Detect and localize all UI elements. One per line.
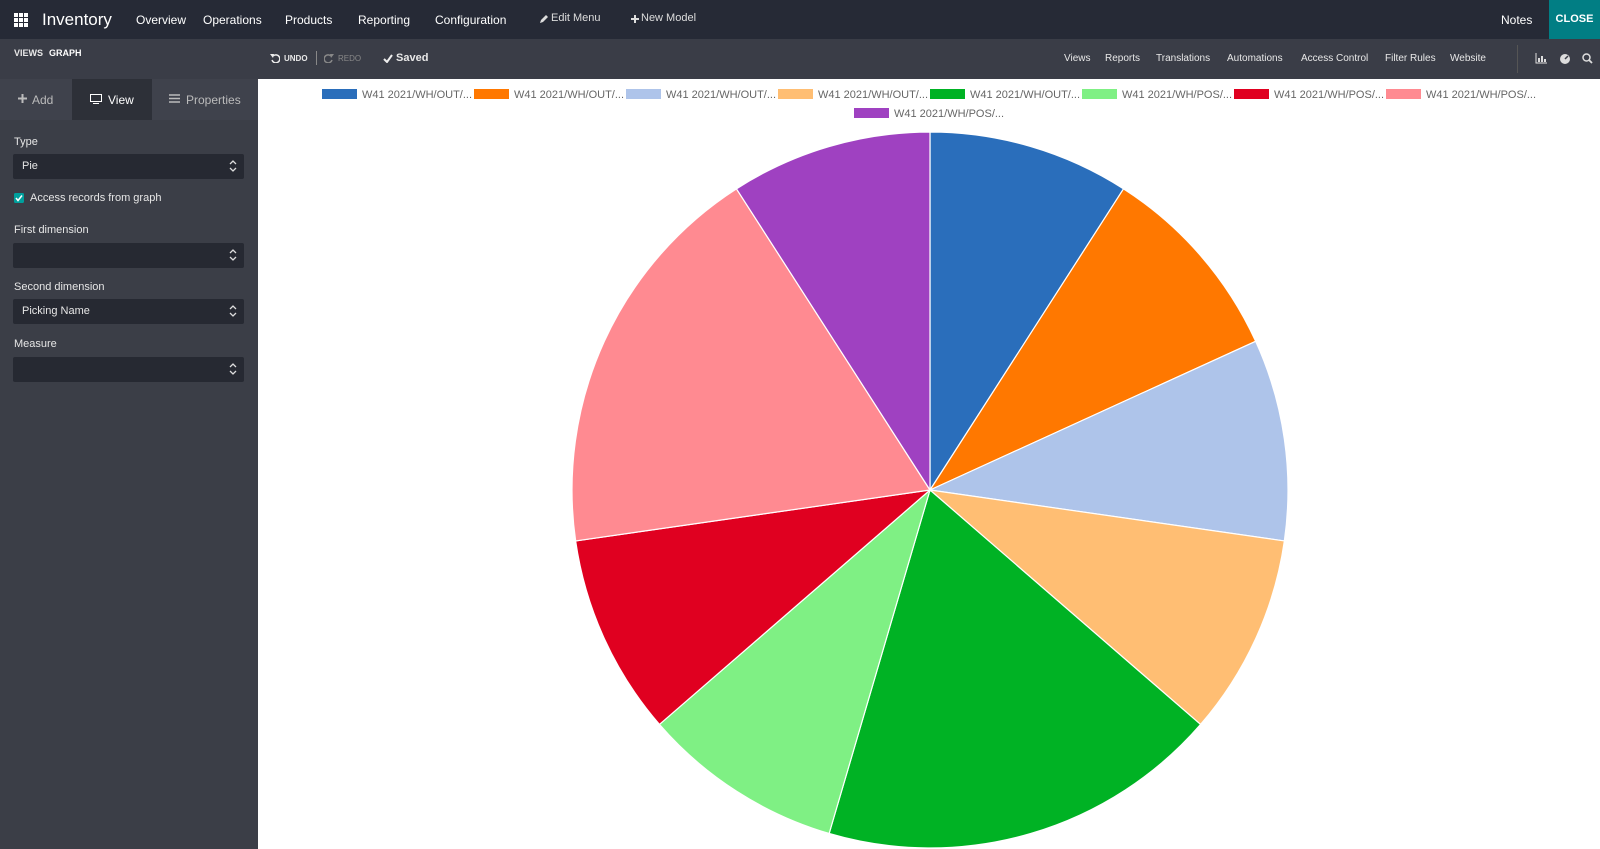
tab-label: Properties [186,93,241,107]
toolbar-link[interactable]: Website [1450,53,1486,64]
toolbar-link[interactable]: Translations [1156,53,1211,64]
pie-slice [929,131,1125,493]
chart: W41 2021/WH/OUT/... W41 2021/WH/OUT/... W4… [322,89,1536,849]
toolbar-link[interactable]: Filter Rules [1385,53,1436,64]
plus-icon [18,94,27,103]
redo-icon [324,54,334,63]
plus-icon [631,15,639,23]
tab-active[interactable]: View [72,79,152,120]
search-icon[interactable] [1582,53,1593,64]
type-select[interactable]: Pie [13,154,244,179]
select-value: Pie [22,160,38,172]
new-model[interactable]: New Model [641,12,697,24]
list-icon [169,94,180,103]
first-dimension-select[interactable] [13,243,244,268]
legend-label: W41 2021/WH/OUT/... [666,89,776,101]
measure-select[interactable] [13,357,244,382]
pie-slice [574,489,932,726]
field-label: Second dimension [14,281,105,293]
legend-label: W41 2021/WH/OUT/... [514,89,624,101]
checkbox-label: Access records from graph [30,192,162,204]
legend-swatch [778,89,813,99]
redo[interactable]: REDO [338,54,362,63]
legend-label: W41 2021/WH/OUT/... [970,89,1080,101]
pie-slice [735,131,931,493]
legend-swatch [930,89,965,99]
monitor-icon [90,94,102,104]
pencil-icon [540,15,548,23]
apps-icon[interactable] [14,13,28,27]
menu-item[interactable]: Operations [203,13,262,27]
caret-icon [229,305,237,317]
pie-slice [571,188,932,542]
toolbar-link[interactable]: Views [1064,53,1091,64]
undo[interactable]: UNDO [284,54,308,63]
close-button[interactable]: CLOSE [1549,0,1600,39]
tab[interactable]: Add [0,79,72,120]
caret-icon [229,363,237,375]
legend-label: W41 2021/WH/OUT/... [818,89,928,101]
check-icon [383,54,393,63]
caret-icon [229,160,237,172]
menu-item[interactable]: Products [285,13,333,27]
field-label: Type [14,136,38,148]
field-label: First dimension [14,224,89,236]
separator [316,51,317,65]
legend-swatch [1082,89,1117,99]
separator [1517,45,1518,73]
legend-swatch [322,89,357,99]
legend-label: W41 2021/WH/POS/... [1426,89,1536,101]
toolbar: VIEWS GRAPH UNDO REDO Saved Views Report… [0,39,1600,79]
legend-swatch [1386,89,1421,99]
saved-status: Saved [396,52,429,64]
edit-menu[interactable]: Edit Menu [551,12,601,24]
pie-slice [828,488,1202,849]
legend-swatch [474,89,509,99]
select-value: Picking Name [22,305,90,317]
breadcrumb[interactable]: VIEWS [14,48,44,58]
menu-item[interactable]: Configuration [435,13,507,27]
tab-label: Add [32,93,54,107]
app-name[interactable]: Inventory [42,10,112,29]
legend-label: W41 2021/WH/POS/... [1122,89,1232,101]
graph-icon[interactable] [1535,53,1547,64]
legend-swatch [854,108,889,118]
notes[interactable]: Notes [1501,13,1533,27]
pie-slice [928,188,1257,492]
legend-swatch [1234,89,1269,99]
tab[interactable]: Properties [152,79,258,120]
legend-label: W41 2021/WH/POS/... [894,108,1004,120]
pie-slice [927,340,1289,542]
toolbar-link[interactable]: Access Control [1301,53,1369,64]
pie-slice [658,488,932,835]
legend-swatch [626,89,661,99]
toolbar-link[interactable]: Automations [1227,53,1283,64]
checkbox[interactable] [14,193,24,203]
second-dimension-select[interactable]: Picking Name [13,299,244,324]
breadcrumb-current: GRAPH [49,48,82,58]
undo-icon [270,54,280,63]
menu-item[interactable]: Reporting [358,13,411,27]
dashboard-icon[interactable] [1559,53,1571,64]
pie-slice [928,489,1286,726]
legend-label: W41 2021/WH/OUT/... [362,89,472,101]
toolbar-link[interactable]: Reports [1105,53,1141,64]
caret-icon [229,249,237,261]
navbar: Inventory Overview Operations Products R… [0,0,1600,39]
legend-label: W41 2021/WH/POS/... [1274,89,1384,101]
sidebar: Add View Properties Type Pie Access reco… [0,79,258,849]
tab-label: View [108,93,134,107]
field-label: Measure [14,338,57,350]
menu-item[interactable]: Overview [136,13,187,27]
